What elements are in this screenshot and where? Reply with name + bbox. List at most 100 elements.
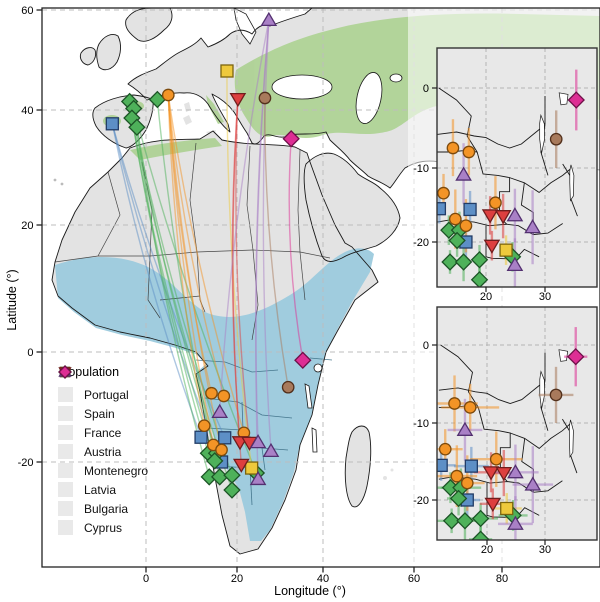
inset-point-spain [471,530,490,540]
flyway-france [167,94,215,446]
legend-item-montenegro: Montenegro [58,367,149,480]
legend-marker-circle-icon [58,366,73,516]
inset-y-tick-label: -10 [413,418,429,430]
y-tick-label: -20 [18,457,34,469]
legend-marker-triangle-down-icon [58,367,73,478]
inset-point-latvia [507,515,524,530]
migration-flyways [111,19,304,491]
inset-point-montenegro [494,210,512,225]
inset-y-tick-label: -10 [413,163,429,175]
inset-point-spain [448,231,466,250]
legend-label: Spain [84,406,115,421]
inset-point-bulgaria [549,132,563,146]
flyway-montenegro [232,98,242,465]
inset-point-portugal [464,459,478,473]
inset-point-latvia [456,421,474,436]
inset-point-france [448,212,462,226]
flyway-france [167,94,245,434]
data-points-main [105,11,312,499]
inset-point-france [448,397,461,410]
legend-label: France [84,425,122,440]
inset-top-right: 0 -10 -20 20 30 [413,47,598,303]
x-tick-label: 80 [496,573,508,585]
x-tick-label: 60 [408,573,420,585]
inset-point-montenegro [495,467,513,482]
inset-point-portugal [463,202,477,217]
legend-item-bulgaria: Bulgaria [58,366,148,518]
legend-glyph-cyprus [58,365,72,379]
breeding-point-austria [220,64,234,78]
inset-y-tick-label: 0 [423,83,429,95]
inset-point-montenegro [481,209,499,224]
inset-point-spain [454,253,473,271]
inset-y-tick-label: -20 [413,237,429,249]
inset2-data-points [437,327,588,540]
inset-point-spain [442,512,461,530]
inset-point-france [446,141,460,155]
inset-point-spain [449,489,468,508]
inset-point-latvia [506,256,524,271]
legend-item-france: France [58,366,148,442]
inset-point-france [450,469,464,483]
legend-item-portugal: Portugal [58,366,148,404]
x-tick-label: 0 [143,573,149,585]
inset-point-spain [441,253,459,271]
inset-point-france [463,401,477,414]
inset-point-france [459,219,473,233]
inland-seas [233,8,403,453]
legend-marker-diamond-icon [58,365,73,421]
flyway-latvia [262,19,272,452]
legend-item-spain: Spain [58,365,148,423]
legend-title: Population [60,365,120,379]
inset-point-portugal [437,202,447,216]
flyway-france [167,94,205,426]
y-tick-label: 20 [21,220,33,232]
inset-point-austria [500,501,514,516]
flyway-portugal [111,123,223,463]
inset-point-latvia [524,219,541,234]
wintering-point-montenegro [232,458,250,473]
inset-point-spain [456,512,474,530]
wintering-point-austria [244,461,259,475]
wintering-point-france [215,443,228,457]
inset-point-cyprus [567,91,585,109]
legend-item-cyprus: Cyprus [58,365,148,537]
inset-point-latvia [524,476,542,491]
x-axis-title: Longitude (°) [274,584,346,598]
inset-point-france [460,476,474,490]
y-tick-label: 0 [27,347,33,359]
inset-x-tick-label: 20 [481,544,493,556]
legend-label: Montenegro [84,463,149,478]
legend-item-latvia: Latvia [58,365,148,499]
inset1-geography [437,48,597,287]
legend-marker-circle-icon [58,366,73,440]
legend-label: Bulgaria [84,501,129,516]
legend-marker-square-icon [58,366,73,459]
inset-y-tick-label: -20 [413,495,429,507]
inset-point-portugal [437,458,448,473]
inset-x-tick-label: 20 [480,291,492,303]
x-tick-label: 20 [231,573,243,585]
flyway-spain [133,108,257,474]
wintering-point-bulgaria [281,380,295,394]
inset-y-tick-label: 0 [423,340,429,352]
flyway-bulgaria [264,97,289,388]
flyway-latvia [255,19,270,480]
inset-point-spain [471,509,490,528]
breeding-point-cyprus [282,130,300,148]
wintering-point-france [197,419,211,433]
y-axis-title: Latitude (°) [5,269,19,331]
wintering-point-france [205,386,218,400]
legend-label: Austria [84,444,122,459]
legend-label: Cyprus [84,520,123,535]
inset-point-montenegro [483,239,501,254]
x-tick-label: 40 [317,573,329,585]
inset-point-france [438,442,452,456]
flyway-spain [128,101,233,476]
breeding-point-latvia [260,11,278,27]
wintering-point-spain [205,452,224,470]
main-panel-frame [41,7,600,568]
wintering-point-latvia [211,403,229,418]
wintering-point-france [217,389,231,403]
